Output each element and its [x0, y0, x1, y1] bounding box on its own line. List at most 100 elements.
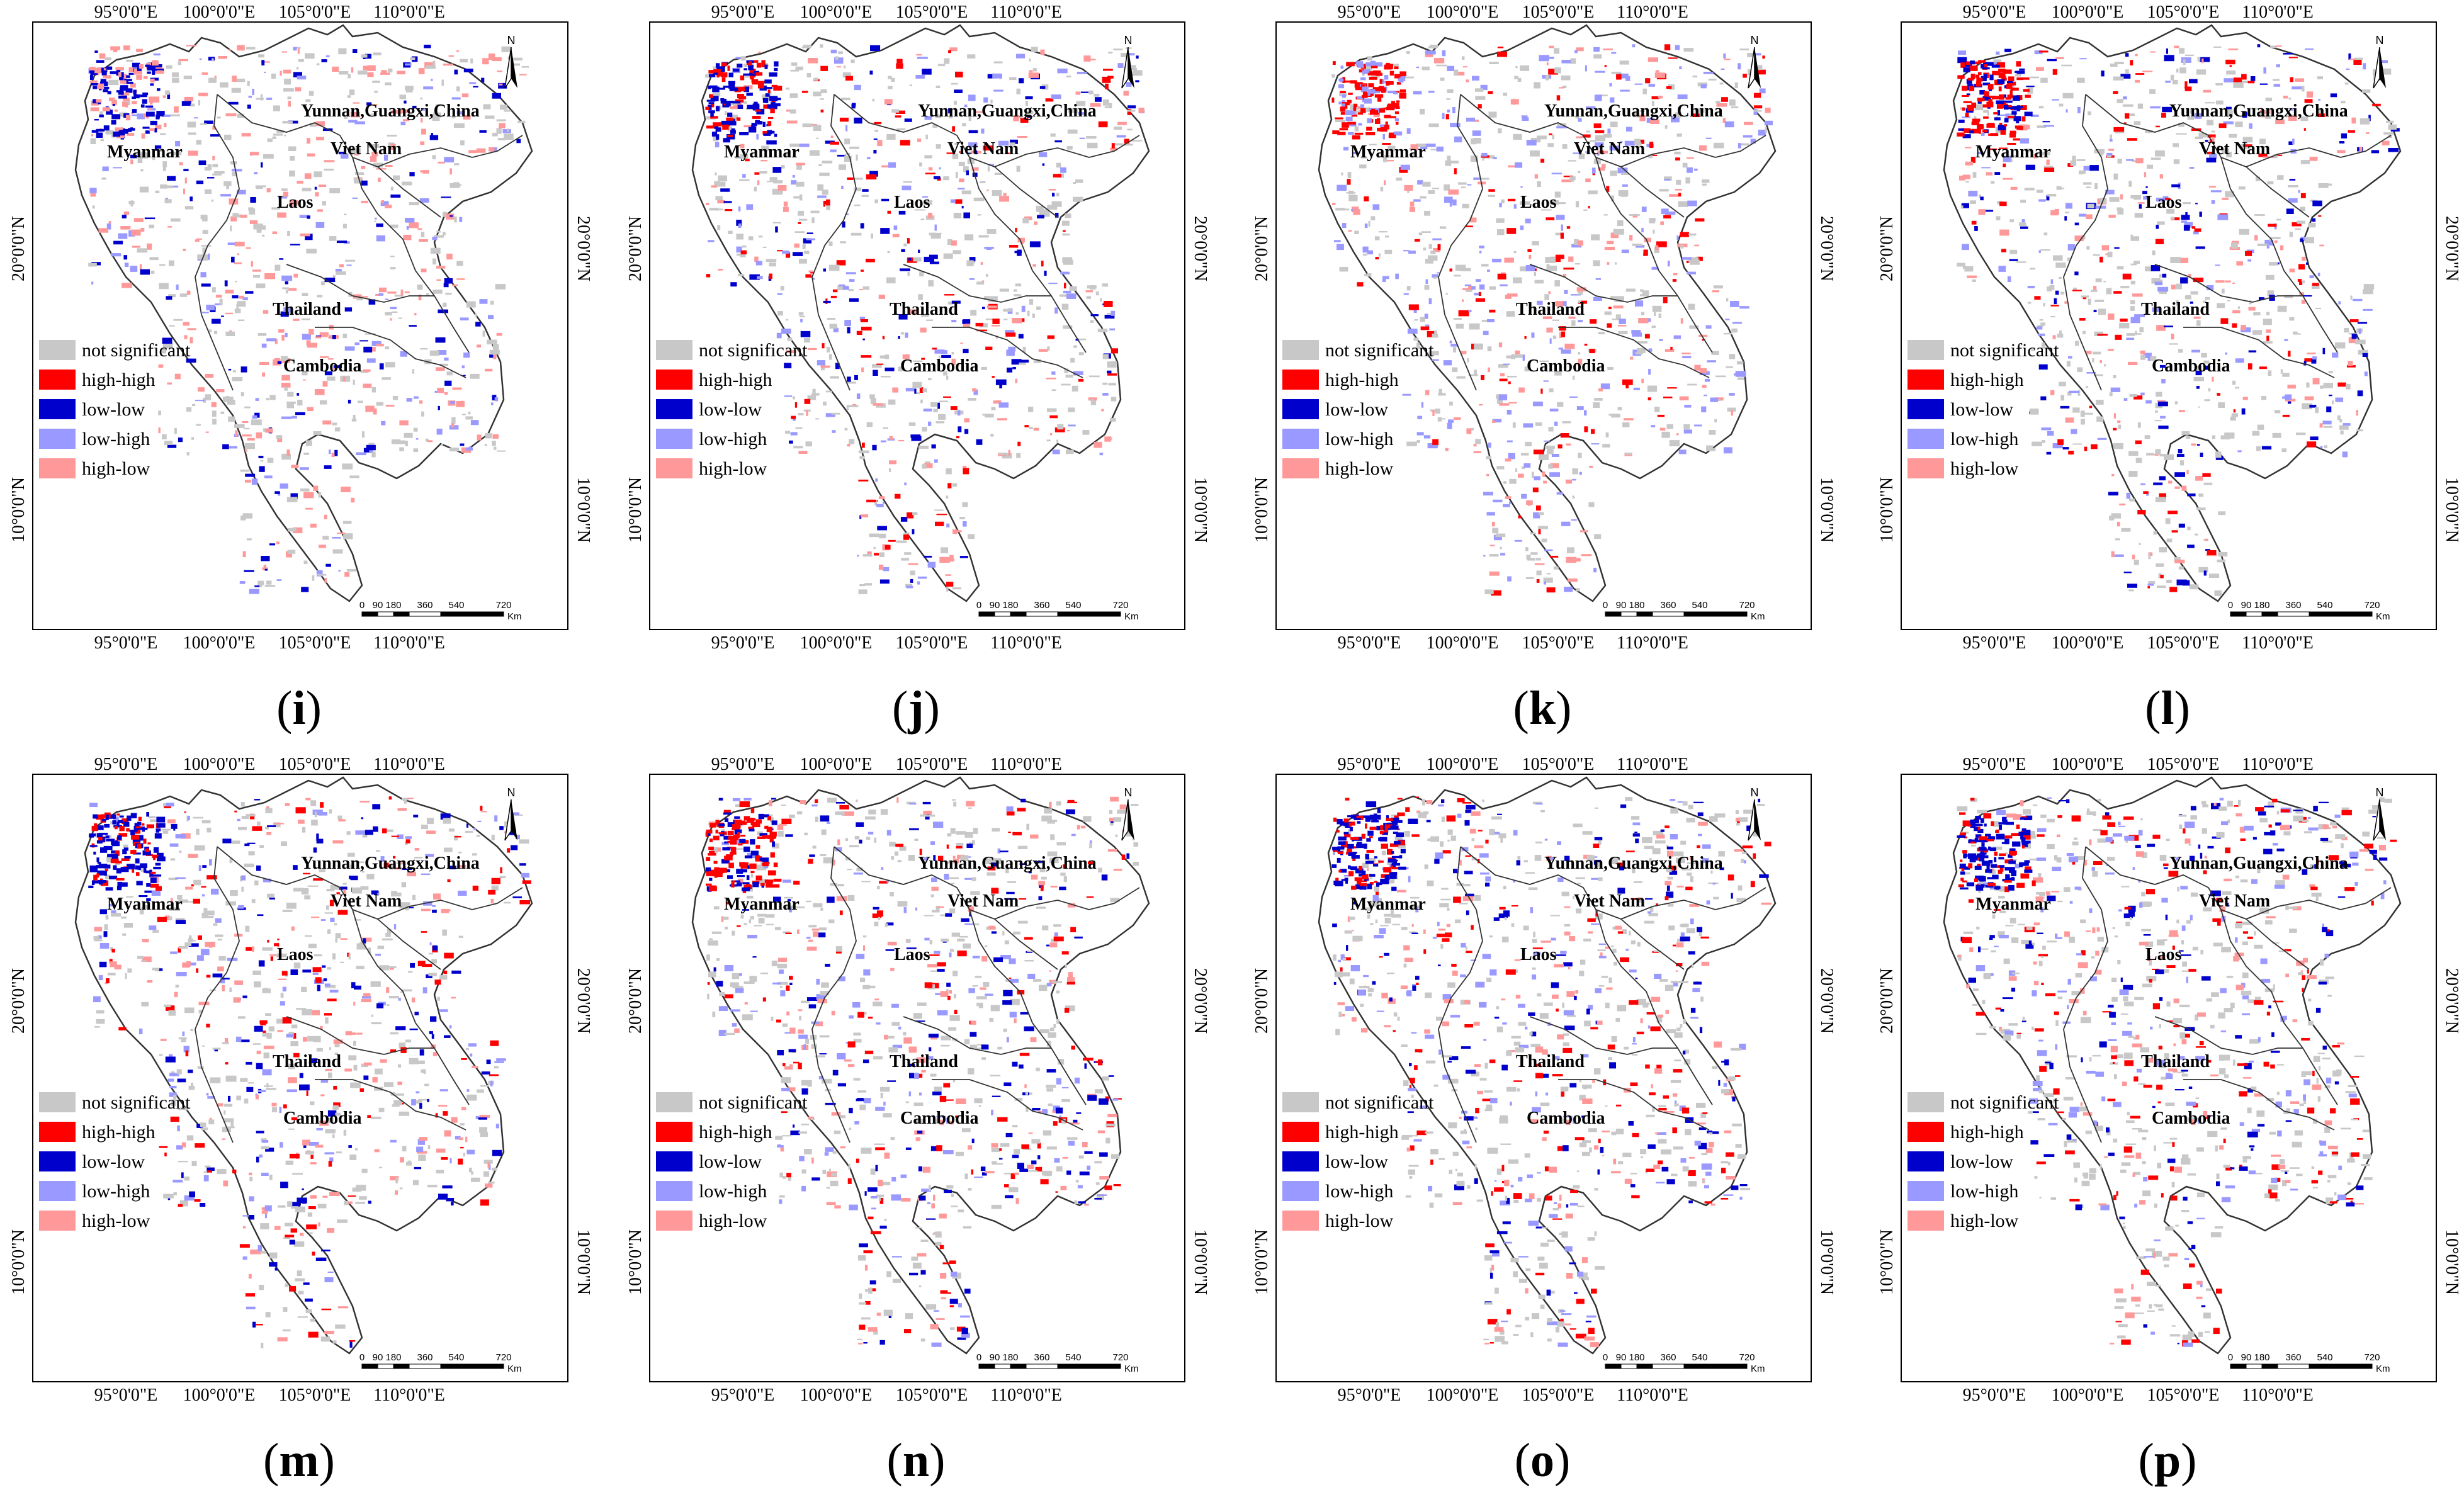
cluster-pixel	[1534, 563, 1545, 565]
cluster-pixel	[1544, 440, 1550, 442]
cluster-pixel	[1998, 86, 2002, 92]
cluster-pixel	[924, 555, 932, 558]
cluster-pixel	[427, 1145, 431, 1149]
cluster-pixel	[1664, 349, 1675, 352]
cluster-pixel	[2042, 440, 2045, 443]
cluster-pixel	[142, 127, 150, 129]
cluster-pixel	[245, 291, 254, 294]
cluster-pixel	[1425, 259, 1433, 264]
cluster-pixel	[1003, 193, 1007, 196]
cluster-pixel	[2288, 141, 2293, 145]
cluster-pixel	[1337, 184, 1347, 191]
cluster-pixel	[2324, 445, 2327, 449]
cluster-pixel	[999, 288, 1009, 292]
cluster-pixel	[246, 947, 252, 951]
cluster-pixel	[986, 229, 997, 234]
cluster-pixel	[499, 876, 506, 878]
cluster-pixel	[1514, 539, 1522, 542]
cluster-pixel	[1493, 534, 1502, 541]
cluster-pixel	[292, 1173, 303, 1175]
cluster-pixel	[280, 1001, 285, 1006]
cluster-pixel	[317, 573, 327, 576]
cluster-pixel	[277, 1030, 283, 1032]
cluster-pixel	[2099, 359, 2102, 363]
cluster-pixel	[2034, 50, 2043, 55]
cluster-pixel	[1406, 441, 1417, 446]
bottom-longitude-label: 95°0'0"E	[1963, 633, 2026, 653]
cluster-pixel	[1486, 512, 1495, 516]
cluster-pixel	[2038, 333, 2045, 336]
cluster-pixel	[2168, 480, 2173, 484]
cluster-pixel	[456, 111, 465, 115]
cluster-pixel	[819, 172, 830, 176]
cluster-pixel	[1520, 225, 1524, 230]
cluster-pixel	[1447, 419, 1454, 423]
cluster-pixel	[2286, 208, 2294, 214]
cluster-pixel	[338, 819, 346, 821]
cluster-pixel	[1505, 496, 1512, 499]
cluster-pixel	[2322, 420, 2332, 425]
cluster-pixel	[225, 312, 234, 315]
cluster-pixel	[802, 123, 813, 128]
cluster-pixel	[2152, 307, 2161, 312]
cluster-pixel	[496, 332, 502, 336]
cluster-pixel	[1561, 331, 1566, 337]
cluster-pixel	[1726, 366, 1733, 368]
cluster-pixel	[1688, 303, 1695, 310]
cluster-pixel	[2341, 133, 2347, 138]
cluster-pixel	[1424, 285, 1430, 290]
cluster-pixel	[2258, 153, 2268, 157]
cluster-pixel	[202, 865, 207, 868]
cluster-pixel	[934, 224, 937, 231]
cluster-pixel	[2137, 510, 2146, 515]
cluster-pixel	[1452, 199, 1457, 206]
cluster-pixel	[187, 121, 196, 128]
cluster-pixel	[305, 99, 311, 103]
cluster-pixel	[1532, 401, 1543, 407]
cluster-pixel	[730, 282, 737, 287]
cluster-pixel	[1342, 102, 1350, 106]
panel-caption-letter: i	[292, 682, 306, 735]
cluster-pixel	[1648, 154, 1653, 159]
cluster-pixel	[1715, 375, 1726, 378]
cluster-pixel	[1061, 303, 1069, 310]
cluster-pixel	[94, 67, 101, 74]
cluster-pixel	[263, 154, 274, 159]
cluster-pixel	[1496, 394, 1501, 399]
cluster-pixel	[290, 155, 295, 161]
cluster-pixel	[201, 72, 208, 75]
cluster-pixel	[216, 389, 225, 393]
cluster-pixel	[212, 126, 216, 130]
cluster-pixel	[2128, 181, 2132, 187]
cluster-pixel	[176, 1069, 182, 1075]
cluster-pixel	[2196, 365, 2202, 371]
cluster-pixel	[2237, 306, 2240, 309]
cluster-pixel	[429, 135, 439, 140]
cluster-pixel	[128, 128, 135, 131]
cluster-pixel	[1618, 190, 1629, 196]
scale-segment	[2309, 611, 2341, 617]
cluster-pixel	[178, 899, 188, 903]
cluster-pixel	[139, 909, 144, 915]
cluster-pixel	[880, 376, 891, 378]
cluster-pixel	[463, 353, 470, 358]
cluster-pixel	[1039, 86, 1046, 89]
cluster-pixel	[2046, 159, 2050, 165]
cluster-pixel	[1960, 62, 1965, 68]
cluster-pixel	[404, 432, 413, 438]
cluster-pixel	[1413, 152, 1415, 157]
cluster-pixel	[288, 1128, 295, 1130]
cluster-pixel	[1563, 176, 1573, 178]
cluster-pixel	[828, 354, 832, 360]
cluster-pixel	[991, 407, 996, 410]
cluster-pixel	[961, 206, 964, 209]
cluster-pixel	[2203, 570, 2207, 576]
cluster-pixel	[935, 421, 945, 424]
cluster-pixels	[88, 796, 531, 1348]
cluster-pixel	[900, 140, 910, 146]
cluster-pixel	[880, 228, 890, 234]
cluster-pixel	[858, 479, 869, 482]
cluster-pixel	[2113, 427, 2117, 431]
cluster-pixel	[378, 178, 381, 182]
cluster-pixel	[1342, 223, 1347, 229]
